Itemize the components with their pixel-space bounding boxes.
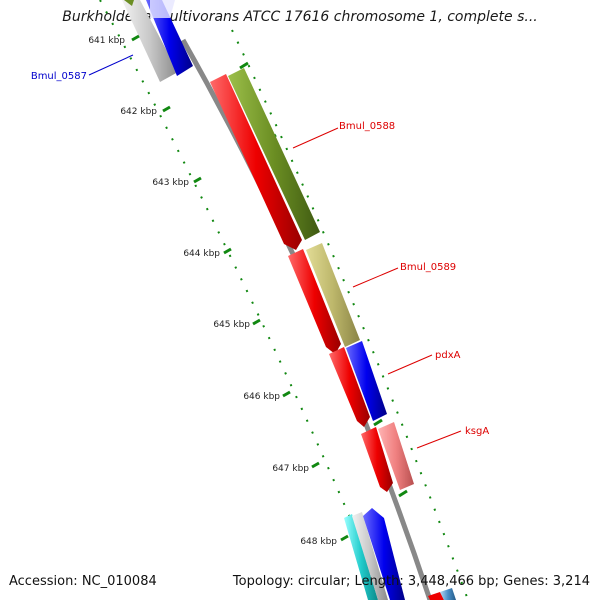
gene-arrow	[124, 0, 134, 6]
gene-bmul-0588-feature[interactable]	[228, 68, 320, 240]
tick-label: 641 kbp	[88, 36, 125, 46]
gene-arrow[interactable]	[440, 588, 456, 600]
leader-line	[88, 54, 134, 76]
accession-text: Accession: NC_010084	[9, 574, 157, 589]
gene-arrow[interactable]	[428, 592, 444, 600]
tick-label: 645 kbp	[213, 320, 250, 330]
gene-label-text[interactable]: Bmul_0587	[31, 71, 87, 82]
gene-arrow[interactable]	[146, 0, 193, 76]
gene-label-bmul-0588[interactable]: Bmul_0588	[292, 121, 395, 149]
ruler-labels: 641 kbp 642 kbp 643 kbp 644 kbp 645 kbp …	[88, 36, 337, 547]
leader-line	[292, 127, 339, 149]
gene-label-pdxa[interactable]: pdxA	[387, 350, 461, 375]
gene-bmul-0587-features[interactable]	[122, 0, 193, 82]
inner-dotted-ring	[99, 0, 386, 600]
gene-arrow[interactable]	[344, 514, 378, 600]
ruler-ticks	[131, 34, 349, 542]
gene-arrow[interactable]	[122, 0, 178, 82]
gene-label-bmul-0589[interactable]: Bmul_0589	[352, 262, 456, 288]
gene-arrow[interactable]	[363, 508, 405, 600]
leader-line	[352, 267, 399, 288]
gene-bmul-0588-cds[interactable]	[210, 74, 302, 250]
tick-label: 648 kbp	[300, 537, 337, 547]
gene-pdxa-feature[interactable]	[346, 341, 387, 421]
lower-gene-cluster[interactable]	[344, 508, 456, 600]
tick-label: 642 kbp	[120, 107, 157, 117]
gene-label-bmul-0587[interactable]: Bmul_0587	[31, 54, 134, 82]
gene-bmul-0589-cds[interactable]	[288, 249, 341, 354]
gene-pdxa-cds[interactable]	[329, 347, 370, 427]
topology-info: Topology: circular; Length: 3,448,466 bp…	[232, 574, 590, 589]
gene-arrow	[150, 0, 175, 18]
gene-label-text[interactable]: pdxA	[435, 350, 461, 361]
gene-label-ksga[interactable]: ksgA	[416, 426, 489, 449]
leader-line	[387, 354, 433, 375]
gene-label-text[interactable]: ksgA	[465, 426, 489, 437]
gene-arrow[interactable]	[352, 512, 388, 600]
gene-ksga-cds[interactable]	[361, 427, 393, 492]
map-title: Burkholderia multivorans ATCC 17616 chro…	[62, 9, 538, 25]
tick-label: 643 kbp	[152, 178, 189, 188]
tick-label: 647 kbp	[272, 464, 309, 474]
tick-label: 646 kbp	[243, 392, 280, 402]
gene-label-text[interactable]: Bmul_0588	[339, 121, 395, 132]
gene-ksga-feature[interactable]	[378, 422, 414, 490]
tick-label: 644 kbp	[183, 249, 220, 259]
leader-line	[416, 430, 462, 449]
gene-bmul-0589-feature[interactable]	[306, 243, 360, 347]
gene-label-text[interactable]: Bmul_0589	[400, 262, 456, 273]
